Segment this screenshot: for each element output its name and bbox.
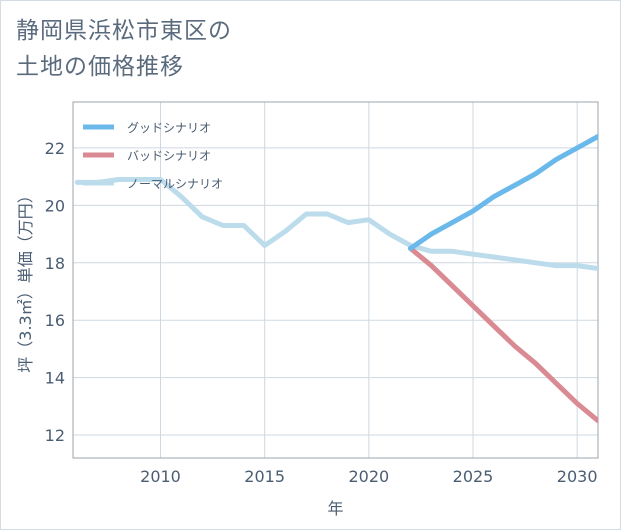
series-line-2 [74, 177, 598, 271]
x-axis-title: 年 [327, 499, 343, 518]
y-tick-label-18: 18 [45, 254, 65, 273]
series-line-0 [408, 134, 598, 251]
y-tick-label-12: 12 [45, 426, 65, 445]
y-tick-label-14: 14 [45, 369, 65, 388]
y-tick-label-22: 22 [45, 139, 65, 158]
y-axis-title: 坪（3.3㎡）単価（万円） [16, 187, 35, 372]
x-tick-label-2025: 2025 [453, 467, 494, 486]
chart-title-line-2: 土地の価格推移 [16, 54, 184, 80]
y-axis-ticks: 12 14 16 18 20 22 [45, 139, 65, 445]
x-tick-label-2015: 2015 [244, 467, 285, 486]
x-axis-ticks: 2010 2015 2020 2025 2030 [140, 467, 597, 486]
y-tick-label-16: 16 [45, 311, 65, 330]
x-tick-label-2010: 2010 [140, 467, 181, 486]
y-tick-label-20: 20 [45, 196, 65, 215]
series-line-1 [408, 245, 598, 424]
plot-area-frame [72, 101, 599, 459]
grid-lines [73, 102, 598, 458]
series-lines [74, 134, 598, 424]
x-tick-label-2020: 2020 [348, 467, 389, 486]
legend-label-0: グッドシナリオ [127, 121, 211, 135]
legend-label-1: バッドシナリオ [127, 149, 211, 163]
chart-title: 静岡県浜松市東区の 土地の価格推移 [16, 13, 232, 85]
legend-label-2: ノーマルシナリオ [127, 177, 223, 191]
x-tick-label-2030: 2030 [557, 467, 598, 486]
chart-title-line-1: 静岡県浜松市東区の [16, 18, 232, 44]
